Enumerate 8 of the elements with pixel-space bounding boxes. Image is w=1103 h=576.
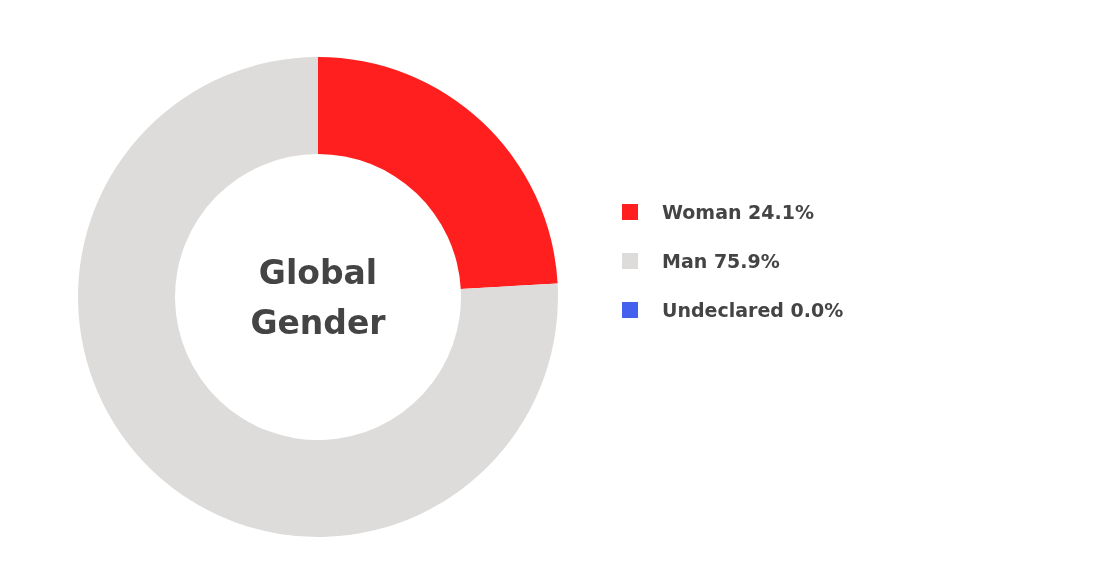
data-label: 75.9% <box>713 250 780 272</box>
donut-slice <box>78 57 558 537</box>
text: Global Gender <box>250 253 387 342</box>
text: 0.0% <box>790 299 844 321</box>
legend-label: Undeclared <box>662 299 784 321</box>
legend-label: Man <box>662 250 708 272</box>
data-label: 24.1% <box>748 201 815 223</box>
legend-label: Woman <box>662 201 742 223</box>
